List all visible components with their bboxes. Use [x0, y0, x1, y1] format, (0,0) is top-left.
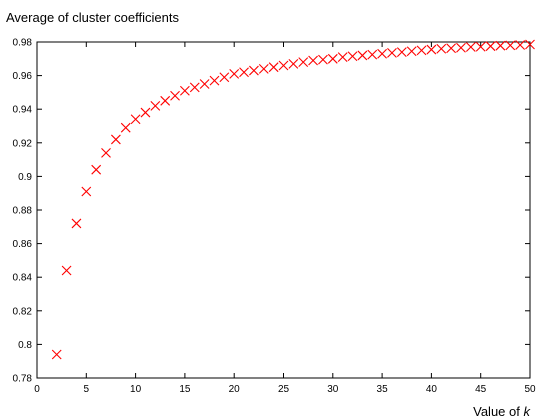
x-tick-label: 5 — [84, 384, 90, 395]
data-point — [170, 90, 180, 101]
data-point — [298, 57, 309, 68]
x-tick-label: 30 — [327, 384, 339, 395]
x-tick-label: 0 — [34, 384, 40, 395]
data-point — [71, 218, 82, 229]
data-point — [258, 63, 269, 74]
data-point — [347, 51, 358, 62]
data-point — [327, 53, 338, 64]
data-point — [229, 69, 240, 79]
plot-frame — [36, 41, 531, 379]
data-point — [278, 60, 289, 71]
data-point — [239, 67, 249, 78]
y-tick-label: 0.78 — [13, 374, 33, 385]
data-point — [110, 134, 121, 145]
data-point — [426, 44, 437, 55]
data-point — [199, 79, 210, 89]
data-points — [51, 39, 535, 360]
data-point — [130, 114, 141, 125]
y-tick-label: 0.84 — [13, 273, 33, 284]
x-axis-title-variable: k — [524, 404, 532, 419]
data-point — [308, 55, 318, 66]
data-point — [150, 100, 161, 111]
x-tick-label: 10 — [130, 384, 142, 395]
data-point — [387, 48, 397, 58]
data-point — [446, 43, 457, 54]
data-point — [396, 47, 407, 57]
data-point — [475, 41, 486, 52]
y-tick-label: 0.98 — [13, 38, 33, 49]
x-tick-label: 25 — [278, 384, 290, 395]
data-point — [416, 45, 427, 56]
x-tick-label: 50 — [524, 384, 536, 395]
x-tick-label: 40 — [426, 384, 438, 395]
data-point — [465, 42, 476, 52]
data-point — [505, 40, 516, 51]
data-point — [249, 65, 259, 76]
y-tick-label: 0.9 — [18, 172, 32, 183]
x-tick-label: 35 — [377, 384, 389, 395]
data-point — [160, 95, 171, 106]
data-point — [180, 85, 190, 96]
data-point — [357, 50, 368, 61]
y-tick-label: 0.8 — [18, 340, 32, 351]
data-point — [515, 40, 526, 50]
y-axis-title: Average of cluster coefficients — [6, 10, 179, 25]
data-point — [436, 43, 447, 54]
x-tick-label: 15 — [179, 384, 191, 395]
x-tick-label: 20 — [229, 384, 241, 395]
data-point — [91, 164, 102, 175]
y-tick-labels: 0.78 0.8 0.82 0.84 0.86 0.88 0.9 0.92 0.94 0.96 0.… — [13, 38, 33, 385]
data-point — [367, 49, 378, 60]
data-point — [81, 186, 92, 197]
data-point — [525, 39, 535, 50]
data-point — [189, 82, 200, 93]
y-tick-label: 0.82 — [13, 306, 33, 317]
y-tick-label: 0.86 — [13, 239, 33, 250]
x-axis-title: Value of k — [473, 404, 531, 419]
y-tick-label: 0.92 — [13, 138, 33, 149]
data-point — [268, 62, 279, 73]
data-point — [209, 75, 220, 86]
data-point — [120, 122, 131, 133]
data-point — [456, 42, 466, 53]
axis-ticks — [36, 41, 531, 379]
y-tick-label: 0.96 — [13, 71, 33, 82]
data-point — [51, 349, 62, 360]
data-point — [377, 48, 387, 59]
data-point — [140, 107, 151, 118]
data-point — [406, 46, 417, 57]
data-point — [485, 41, 496, 52]
data-point — [337, 52, 348, 63]
data-point — [318, 54, 328, 65]
x-axis-title-text: Value of — [473, 404, 520, 419]
x-tick-labels: 0 5 10 15 20 25 30 35 40 45 50 — [34, 384, 536, 395]
data-point — [288, 58, 299, 69]
data-point — [495, 40, 506, 51]
data-point — [61, 265, 72, 276]
y-tick-label: 0.94 — [13, 105, 33, 116]
x-tick-label: 45 — [475, 384, 487, 395]
data-point — [101, 147, 111, 158]
data-point — [219, 72, 230, 83]
y-tick-label: 0.88 — [13, 206, 33, 217]
